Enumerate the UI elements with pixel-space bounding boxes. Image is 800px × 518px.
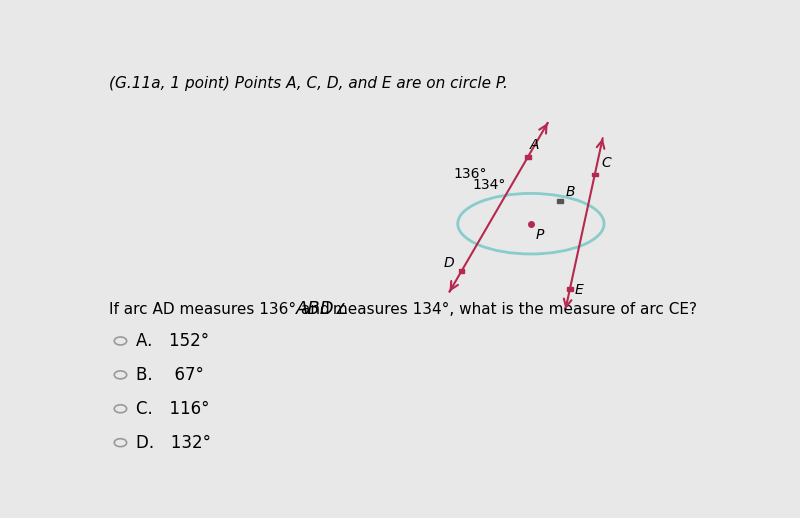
Text: D: D xyxy=(444,256,454,270)
Text: 136°: 136° xyxy=(454,167,487,181)
Text: A: A xyxy=(530,138,539,152)
Bar xyxy=(458,269,464,273)
Text: D. 132°: D. 132° xyxy=(136,434,211,452)
Text: P: P xyxy=(536,228,544,242)
Text: (G.11a, 1 point) Points A, C, D, and E are on circle P.: (G.11a, 1 point) Points A, C, D, and E a… xyxy=(110,76,508,91)
Bar xyxy=(558,199,563,203)
Text: 134°: 134° xyxy=(472,178,506,192)
Text: C. 116°: C. 116° xyxy=(136,400,210,418)
Bar xyxy=(567,287,573,291)
Text: A. 152°: A. 152° xyxy=(136,332,209,350)
Bar xyxy=(592,173,598,177)
Text: If arc AD measures 136° and ∠: If arc AD measures 136° and ∠ xyxy=(110,302,354,317)
Text: measures 134°, what is the measure of arc CE?: measures 134°, what is the measure of ar… xyxy=(328,302,697,317)
Text: ABD: ABD xyxy=(296,300,334,319)
Text: B.  67°: B. 67° xyxy=(136,366,204,384)
Text: B: B xyxy=(566,185,575,199)
Text: C: C xyxy=(601,156,610,170)
Bar xyxy=(525,155,530,159)
Text: E: E xyxy=(575,283,584,297)
